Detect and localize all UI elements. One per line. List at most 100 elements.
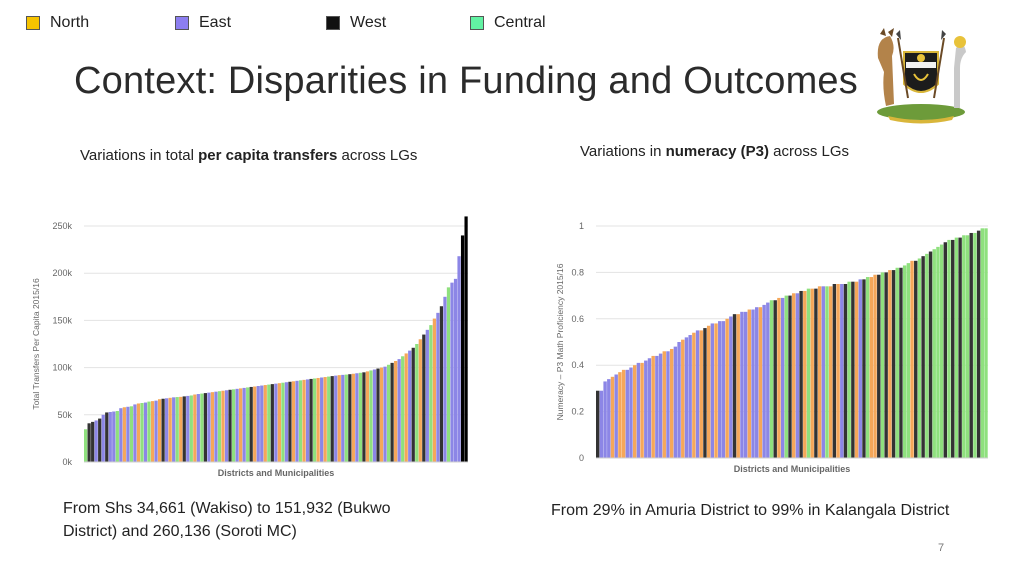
bar xyxy=(629,367,633,458)
bar xyxy=(699,330,703,458)
bar xyxy=(161,398,165,462)
y-tick-label: 1 xyxy=(579,221,584,231)
bar xyxy=(877,274,881,458)
bar xyxy=(309,378,313,462)
right-subtitle-bold: numeracy (P3) xyxy=(665,143,769,160)
bar xyxy=(951,239,955,458)
left-subtitle-post: across LGs xyxy=(337,147,418,164)
bar xyxy=(984,228,988,458)
bar xyxy=(840,284,844,458)
bar xyxy=(921,256,925,458)
bar xyxy=(780,297,785,458)
legend-swatch-central xyxy=(470,16,484,30)
bar xyxy=(773,300,777,458)
bar xyxy=(115,411,119,462)
bar xyxy=(390,362,394,462)
bar xyxy=(792,293,796,458)
bar xyxy=(369,370,373,462)
bar xyxy=(662,351,666,458)
bar xyxy=(260,385,264,462)
bar xyxy=(341,374,345,462)
bar xyxy=(828,286,833,458)
legend-item-central: Central xyxy=(470,12,546,34)
bar xyxy=(976,230,981,458)
bar xyxy=(443,296,447,462)
bar xyxy=(411,347,415,462)
y-axis-label: Numeracy – P3 Math Proficiency 2015/16 xyxy=(555,263,565,420)
bar xyxy=(681,339,685,458)
legend-swatch-north xyxy=(26,16,40,30)
page-number: 7 xyxy=(938,542,945,554)
bar xyxy=(126,406,130,462)
bar xyxy=(766,302,770,458)
bar xyxy=(688,335,692,458)
bar xyxy=(869,277,874,458)
bar xyxy=(182,396,186,462)
bar xyxy=(965,235,970,458)
bar xyxy=(249,386,253,462)
bar xyxy=(858,279,862,458)
legend-item-west: West xyxy=(326,12,386,34)
bar xyxy=(231,389,236,462)
bar xyxy=(425,329,429,462)
y-tick-label: 0k xyxy=(62,457,72,467)
bar xyxy=(147,401,151,462)
bar xyxy=(105,412,109,462)
bar xyxy=(246,387,250,462)
bar xyxy=(450,282,454,462)
bar xyxy=(814,288,818,458)
y-tick-label: 150k xyxy=(52,315,72,325)
y-tick-label: 0 xyxy=(579,453,584,463)
bar xyxy=(348,374,352,462)
bar xyxy=(298,380,303,462)
bar xyxy=(703,328,707,458)
bar xyxy=(736,314,740,458)
bar xyxy=(706,325,711,458)
bar xyxy=(888,270,892,458)
region-legend: North East West Central xyxy=(26,12,726,36)
right-subtitle-post: across LGs xyxy=(768,143,850,160)
bar xyxy=(925,253,929,458)
bar xyxy=(939,244,944,458)
bar xyxy=(928,251,933,458)
bar xyxy=(621,369,626,458)
bar xyxy=(101,414,105,462)
bar xyxy=(295,380,299,462)
bar xyxy=(305,379,310,462)
bar xyxy=(439,306,444,462)
bar xyxy=(618,372,622,458)
bar xyxy=(210,392,215,462)
bar xyxy=(365,371,370,462)
bar xyxy=(891,270,896,458)
bar xyxy=(362,372,366,462)
bar xyxy=(695,330,700,458)
bar xyxy=(235,388,239,462)
y-tick-label: 250k xyxy=(52,221,72,231)
bar xyxy=(669,348,674,458)
bar xyxy=(217,391,222,462)
bar xyxy=(954,237,959,458)
bar xyxy=(281,382,285,462)
bar xyxy=(253,386,257,462)
bar xyxy=(614,374,618,458)
bar xyxy=(932,249,936,458)
bar xyxy=(821,286,825,458)
bar xyxy=(832,284,837,458)
bar xyxy=(143,402,148,462)
bar xyxy=(817,286,822,458)
bar xyxy=(947,239,951,458)
bar xyxy=(969,232,973,458)
bar xyxy=(692,332,696,458)
bar xyxy=(284,382,289,462)
bar xyxy=(873,274,877,458)
bar xyxy=(673,346,678,458)
legend-label-central: Central xyxy=(494,14,546,31)
bar xyxy=(422,334,426,462)
numeracy-p3-chart: 0 0.2 0.4 0.6 0.8 1 Districts and Municipaliti… xyxy=(555,221,988,474)
x-axis-label: Districts and Municipalities xyxy=(734,464,851,474)
bar xyxy=(376,368,380,462)
bar xyxy=(980,228,984,458)
bar xyxy=(958,237,962,458)
bar xyxy=(386,364,391,462)
bar xyxy=(291,381,296,462)
